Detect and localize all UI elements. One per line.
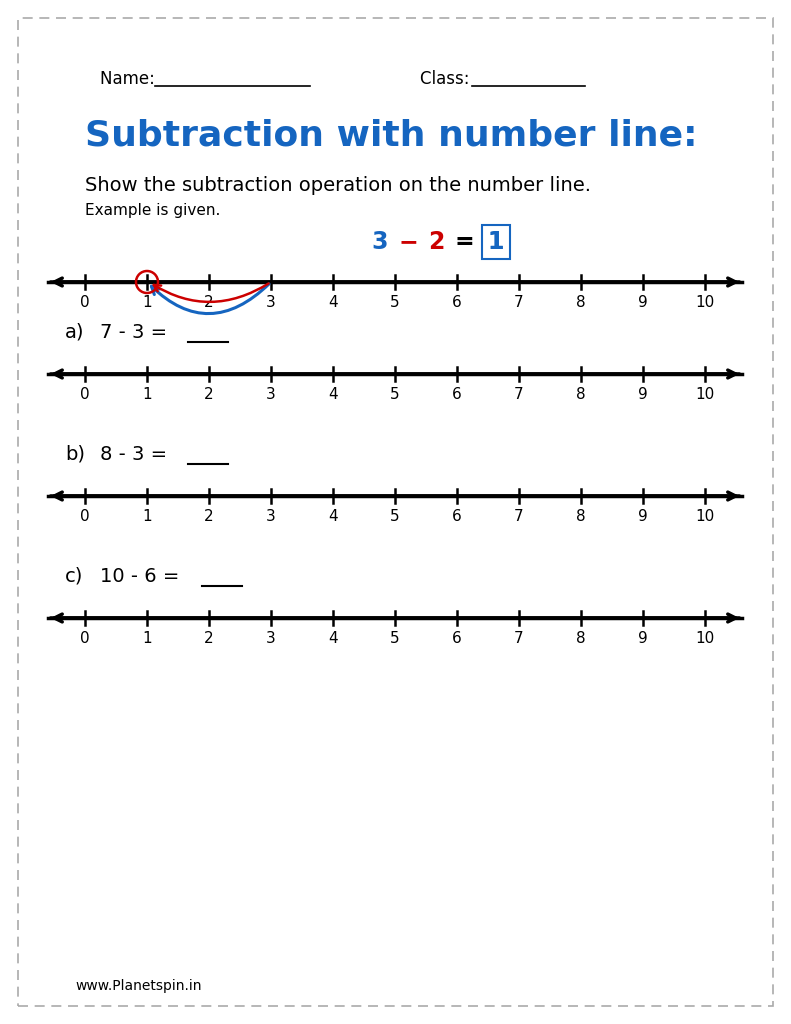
Text: 7: 7 (514, 509, 524, 524)
Text: 7 - 3 =: 7 - 3 = (100, 323, 173, 341)
Text: 9: 9 (638, 387, 648, 402)
Text: 6: 6 (452, 631, 462, 646)
Text: b): b) (65, 444, 85, 464)
Text: 8: 8 (576, 295, 586, 310)
Text: 10: 10 (695, 387, 714, 402)
Text: a): a) (65, 323, 85, 341)
Text: 3: 3 (266, 509, 276, 524)
Text: c): c) (65, 566, 83, 586)
Text: 1: 1 (488, 230, 504, 254)
Text: Show the subtraction operation on the number line.: Show the subtraction operation on the nu… (85, 176, 591, 196)
Text: Subtraction with number line:: Subtraction with number line: (85, 119, 698, 153)
Text: 3: 3 (372, 230, 388, 254)
Text: 6: 6 (452, 509, 462, 524)
Text: 8 - 3 =: 8 - 3 = (100, 444, 173, 464)
Text: 10: 10 (695, 509, 714, 524)
Text: 2: 2 (204, 509, 214, 524)
Text: 2: 2 (204, 631, 214, 646)
Text: 4: 4 (328, 509, 338, 524)
Text: 1: 1 (142, 295, 152, 310)
Text: 10: 10 (695, 631, 714, 646)
Text: 9: 9 (638, 509, 648, 524)
Text: 0: 0 (80, 387, 90, 402)
Text: 5: 5 (390, 387, 399, 402)
FancyArrowPatch shape (153, 284, 269, 302)
Text: 7: 7 (514, 387, 524, 402)
FancyBboxPatch shape (482, 225, 510, 259)
Text: www.Planetspin.in: www.Planetspin.in (75, 979, 202, 993)
Text: 10: 10 (695, 295, 714, 310)
Text: 0: 0 (80, 295, 90, 310)
Text: 5: 5 (390, 509, 399, 524)
Text: 3: 3 (266, 387, 276, 402)
Text: 6: 6 (452, 295, 462, 310)
Text: 9: 9 (638, 295, 648, 310)
Text: Class:: Class: (420, 70, 475, 88)
Text: 0: 0 (80, 631, 90, 646)
Text: 1: 1 (488, 230, 504, 254)
Text: 1: 1 (142, 387, 152, 402)
Text: 10 - 6 =: 10 - 6 = (100, 566, 186, 586)
Text: 3: 3 (266, 295, 276, 310)
Text: 2: 2 (428, 230, 445, 254)
Text: 2: 2 (204, 387, 214, 402)
Text: 5: 5 (390, 631, 399, 646)
Text: 5: 5 (390, 295, 399, 310)
FancyArrowPatch shape (151, 284, 269, 313)
Text: 8: 8 (576, 631, 586, 646)
Text: 0: 0 (80, 509, 90, 524)
Text: 8: 8 (576, 509, 586, 524)
Text: 2: 2 (204, 295, 214, 310)
Text: Example is given.: Example is given. (85, 204, 221, 218)
Text: 6: 6 (452, 387, 462, 402)
Text: 4: 4 (328, 387, 338, 402)
Text: 1: 1 (142, 509, 152, 524)
Text: 1: 1 (142, 631, 152, 646)
Text: 8: 8 (576, 387, 586, 402)
Text: 4: 4 (328, 295, 338, 310)
Text: 3: 3 (266, 631, 276, 646)
Text: 7: 7 (514, 631, 524, 646)
Text: −: − (398, 230, 418, 254)
Text: 7: 7 (514, 295, 524, 310)
Text: Name:: Name: (100, 70, 160, 88)
Text: 4: 4 (328, 631, 338, 646)
Text: 9: 9 (638, 631, 648, 646)
Text: =: = (454, 230, 474, 254)
